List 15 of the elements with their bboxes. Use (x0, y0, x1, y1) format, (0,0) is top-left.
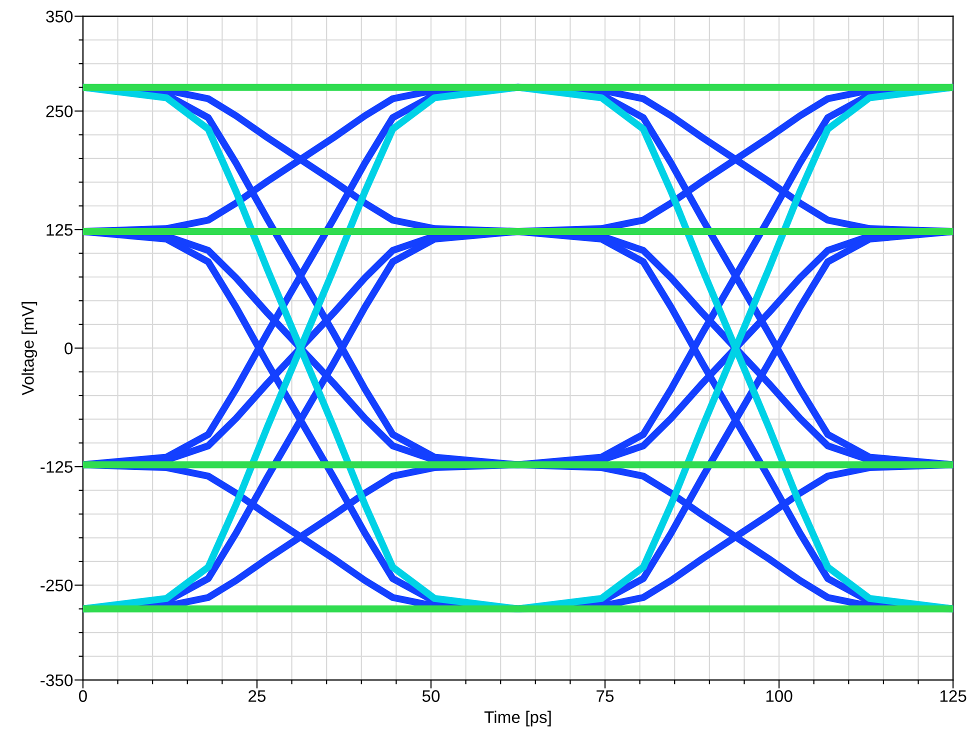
x-tick-label: 25 (248, 690, 266, 702)
x-tick-label: 125 (940, 690, 966, 702)
y-tick-label: -125 (40, 461, 73, 473)
x-tick-label: 75 (596, 690, 614, 702)
x-tick-label: 0 (78, 690, 87, 702)
y-axis-title: Voltage [mV] (22, 302, 38, 396)
y-tick-label: -250 (40, 580, 73, 592)
x-axis-title: Time [ps] (484, 710, 551, 726)
y-tick-label: -350 (40, 674, 73, 686)
y-tick-label: 0 (64, 342, 73, 354)
x-tick-label: 50 (422, 690, 440, 702)
y-tick-label: 350 (46, 10, 73, 22)
y-tick-label: 250 (46, 105, 73, 118)
y-tick-label: 125 (46, 224, 73, 236)
x-tick-label: 100 (766, 690, 792, 702)
